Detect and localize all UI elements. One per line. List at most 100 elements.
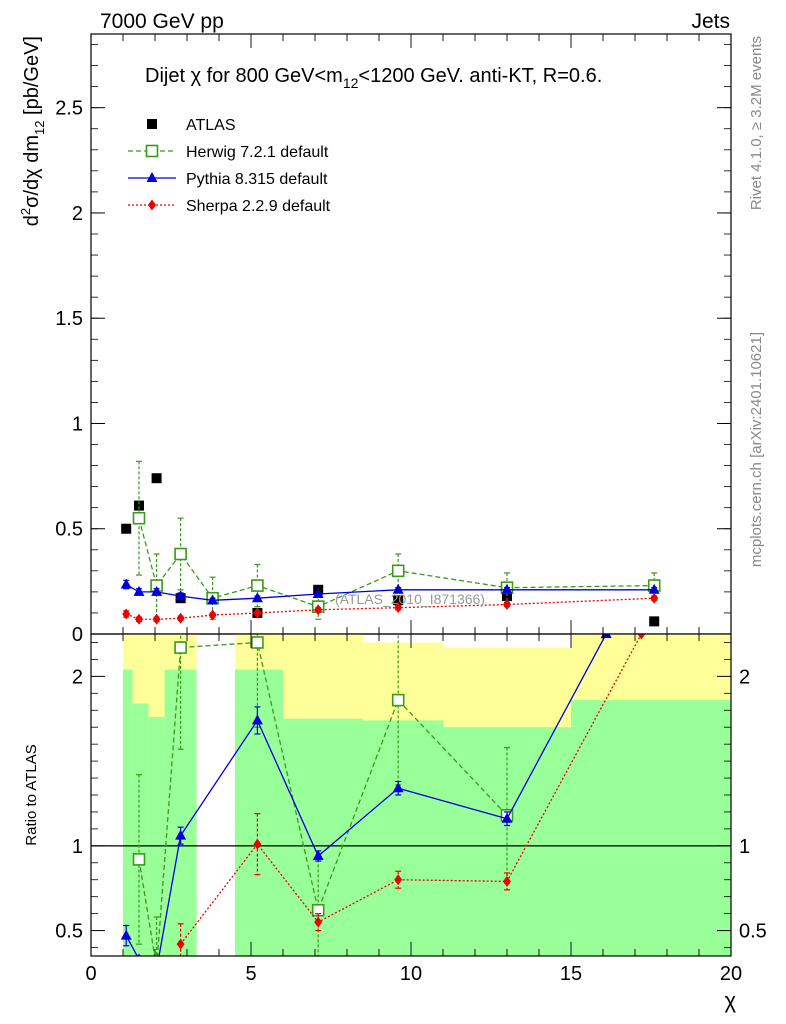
- legend-herwig-label: Herwig 7.2.1 default: [186, 144, 329, 161]
- ratio-band-green: [148, 717, 165, 956]
- main-ytick-label: 1.5: [55, 308, 83, 330]
- analysis-watermark: (ATLAS_2010_I871366): [335, 591, 485, 607]
- main-pythia-point: [207, 594, 219, 605]
- ratio-xtick-label: 0: [85, 963, 96, 985]
- main-sherpa-point: [314, 604, 323, 616]
- ratio-sherpa-point: [176, 938, 185, 950]
- main-pythia-point: [648, 583, 660, 594]
- ratio-ytick-label-right: 1: [739, 836, 750, 858]
- legend-herwig-marker: [145, 144, 159, 158]
- ratio-pythia-point: [151, 964, 162, 974]
- ratio-xtick-label: 15: [560, 963, 582, 985]
- ratio-ytick-label-right: 0.5: [739, 921, 767, 943]
- rivet-label: Rivet 4.1.0, ≥ 3.2M events: [748, 36, 765, 210]
- ratio-pythia-point: [175, 829, 187, 840]
- main-ylabel: d2σ/dχ dm12 [pb/GeV]: [18, 36, 47, 226]
- ratio-band-green: [283, 718, 363, 956]
- ratio-panel-axes: 0.5 0.51 12 20 5 10 15 20: [55, 634, 767, 985]
- ratio-herwig-point: [391, 693, 405, 707]
- ratio-band-green: [443, 727, 571, 956]
- chart-title-sub: 12: [343, 75, 359, 91]
- ratio-xtick-label: 20: [720, 963, 742, 985]
- ratio-band-green: [123, 669, 133, 956]
- main-atlas-point: [502, 591, 512, 602]
- ratio-band-green: [363, 720, 443, 956]
- main-pythia-point: [133, 585, 145, 596]
- ratio-ytick-label: 0.5: [55, 921, 83, 943]
- ratio-pythia-point: [501, 812, 513, 823]
- ratio-ytick-label: 1: [72, 836, 83, 858]
- ratio-sherpa-point: [253, 838, 262, 850]
- chart-title-pre: Dijet χ for 800 GeV<m: [145, 65, 343, 87]
- main-pythia-point: [175, 590, 187, 601]
- ratio-sherpa-point: [314, 916, 323, 928]
- main-ytick-label: 0: [72, 624, 83, 646]
- main-ytick-label: 2: [72, 203, 83, 225]
- ratio-pythia-point: [137, 953, 141, 956]
- main-pythia-line: [125, 583, 655, 601]
- main-atlas-point: [121, 523, 132, 534]
- main-pythia-point: [251, 592, 263, 603]
- main-sherpa-point: [503, 599, 511, 611]
- main-panel-series: [120, 460, 661, 627]
- main-atlas-point: [649, 616, 660, 627]
- main-herwig-point: [132, 511, 146, 525]
- main-sherpa-point: [208, 609, 217, 621]
- chart-title: Dijet χ for 800 GeV<m12<1200 GeV. anti-K…: [145, 65, 602, 91]
- main-sherpa-point: [253, 607, 262, 619]
- legend-sherpa-marker: [148, 199, 156, 211]
- ratio-sherpa-point: [394, 874, 403, 886]
- ratio-ytick-label: 2: [72, 666, 83, 688]
- header-left: 7000 GeV pp: [100, 10, 224, 33]
- main-pythia-point: [120, 578, 132, 589]
- main-atlas-point: [134, 500, 144, 511]
- ratio-band-green: [235, 669, 283, 956]
- main-pythia-point: [392, 583, 404, 594]
- main-herwig-point: [391, 564, 405, 578]
- ratio-pythia-point: [392, 782, 404, 793]
- main-ylabel-sub: 12: [32, 121, 47, 135]
- main-panel-axes: 0 0.5 1 1.5 2 2.5: [55, 34, 732, 646]
- ratio-herwig-point: [251, 636, 264, 649]
- ratio-xtick-label: 10: [400, 963, 422, 985]
- ratio-herwig-point: [151, 962, 162, 973]
- main-sherpa-point: [394, 602, 403, 614]
- main-sherpa-point: [176, 612, 185, 624]
- ratio-ylabel: Ratio to ATLAS: [23, 744, 40, 845]
- main-pythia-point: [312, 588, 324, 598]
- legend-sherpa-label: Sherpa 2.2.9 default: [186, 198, 331, 215]
- legend: ATLAS Herwig 7.2.1 default Pythia 8.315 de…: [128, 117, 331, 215]
- legend-atlas-label: ATLAS: [186, 117, 236, 134]
- ratio-xtick-label: 5: [245, 963, 256, 985]
- main-atlas-point: [393, 595, 404, 606]
- ratio-sherpa-point: [637, 634, 646, 640]
- main-atlas-point: [151, 473, 162, 484]
- legend-atlas-marker: [147, 119, 157, 129]
- ratio-panel-series: [120, 634, 646, 974]
- ratio-pythia-point: [251, 714, 263, 725]
- ratio-pythia-point: [120, 929, 132, 940]
- ratio-panel-bands: [123, 634, 731, 956]
- ratio-pythia-point: [600, 634, 612, 638]
- main-sherpa-point: [122, 608, 131, 620]
- ratio-herwig-point: [132, 853, 146, 866]
- ratio-sherpa-point: [503, 875, 511, 887]
- main-ylabel-pre: d: [21, 215, 43, 226]
- legend-pythia-marker: [146, 172, 158, 182]
- main-sherpa-point: [650, 592, 659, 604]
- main-herwig-point: [174, 547, 187, 561]
- legend-pythia-label: Pythia 8.315 default: [186, 171, 328, 188]
- ratio-ytick-label-right: 2: [739, 666, 750, 688]
- main-pythia-point: [501, 583, 513, 594]
- header-right: Jets: [691, 10, 730, 33]
- ratio-pythia-point: [312, 850, 324, 861]
- main-pythia-point: [151, 585, 163, 596]
- mcplots-label: mcplots.cern.ch [arXiv:2401.10621]: [748, 332, 765, 567]
- main-ylabel-mid: σ/dχ dm: [21, 135, 43, 208]
- chart-title-post: <1200 GeV. anti-KT, R=0.6.: [358, 65, 602, 87]
- ratio-band-green: [571, 700, 731, 956]
- main-ylabel-sup: 2: [18, 208, 33, 215]
- main-ytick-label: 2.5: [55, 98, 83, 120]
- main-ytick-label: 1: [72, 413, 83, 435]
